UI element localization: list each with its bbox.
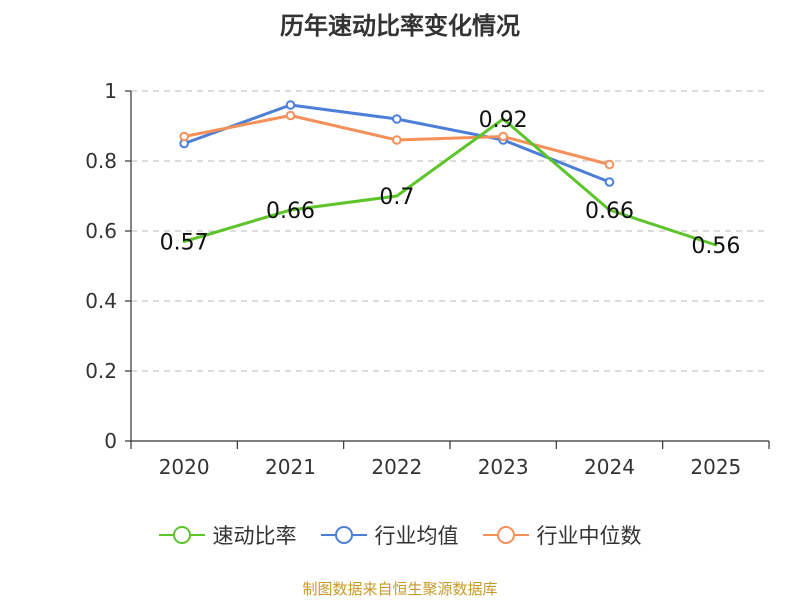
y-tick-label: 0.4: [85, 289, 117, 313]
data-label: 0.66: [266, 199, 315, 224]
data-label: 0.56: [691, 234, 740, 259]
series-2-point: [392, 135, 402, 145]
legend-swatch-icon: [320, 526, 367, 544]
legend-label: 行业中位数: [536, 524, 642, 548]
legend-item[interactable]: 行业均值: [320, 520, 459, 550]
legend-label: 行业均值: [374, 524, 459, 548]
series-1-point: [392, 114, 402, 124]
x-tick-label: 2020: [159, 455, 210, 479]
y-tick-label: 0: [104, 429, 117, 453]
data-label: 0.7: [379, 185, 414, 210]
x-tick-label: 2025: [690, 455, 741, 479]
x-tick-label: 2022: [371, 455, 422, 479]
data-label: 0.92: [479, 108, 528, 133]
series-1-point: [604, 177, 615, 187]
data-label: 0.66: [585, 199, 634, 224]
x-tick-label: 2023: [478, 455, 529, 479]
series-2-point: [498, 131, 508, 142]
y-tick-label: 0.8: [85, 149, 117, 173]
grid-lines: [131, 90, 769, 372]
chart-title: 历年速动比率变化情况: [280, 12, 520, 40]
series-2-point: [604, 159, 615, 170]
legend-item[interactable]: 行业中位数: [482, 520, 642, 550]
series-markers: [179, 100, 615, 187]
y-tick-label: 0.2: [85, 359, 117, 383]
series-lines: [182, 103, 718, 247]
axes: 0 0.2 0.4 0.6 0.8 1 2020 2021 2022 2023 2024 2025: [85, 79, 770, 479]
source-note: 制图数据来自恒生聚源数据库: [302, 580, 498, 598]
legend-swatch-icon: [158, 526, 205, 544]
legend-item[interactable]: 速动比率: [158, 520, 297, 550]
y-tick-label: 0.6: [85, 219, 117, 243]
series-1-point: [285, 100, 296, 110]
series-2-point: [179, 131, 189, 142]
legend: 速动比率 行业均值 行业中位数: [0, 520, 800, 550]
legend-label: 速动比率: [212, 524, 297, 548]
x-tick-label: 2024: [584, 455, 635, 479]
data-label: 0.57: [160, 231, 209, 256]
data-labels: 0.57 0.66 0.7 0.92 0.66 0.56: [160, 108, 741, 259]
legend-swatch-icon: [482, 526, 529, 544]
series-2-point: [285, 110, 296, 121]
series-line-0: [182, 117, 718, 247]
y-tick-label: 1: [104, 79, 117, 103]
x-tick-label: 2021: [265, 455, 316, 479]
